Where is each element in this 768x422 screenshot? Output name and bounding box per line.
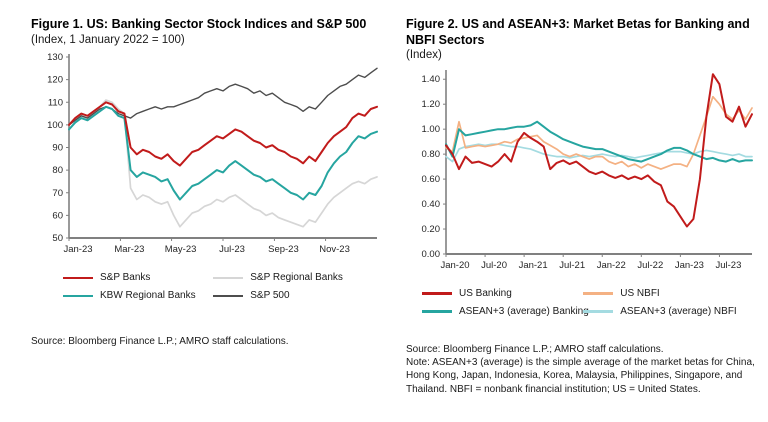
legend-swatch-asean-3-average-nbfi: [583, 310, 614, 313]
svg-text:60: 60: [52, 211, 63, 222]
figure2-legend: US Banking US NBFI ASEAN+3 (average) Banki…: [406, 288, 758, 317]
svg-text:110: 110: [48, 98, 63, 109]
legend-swatch-kbw-regional-banks: [63, 294, 93, 298]
figure2-line-chart: 0.00 0.20 0.40 0.60 0.80 1.00 1.20 1.40 Jan-20 Ju…: [406, 65, 758, 286]
legend-item-us-banking: US Banking: [422, 288, 583, 299]
figure2-subtitle: (Index): [406, 49, 442, 62]
series-line-s-p-banks: [68, 101, 378, 168]
legend-label-asean-3-average-banking: ASEAN+3 (average) Banking: [459, 306, 589, 318]
series-line-asean-3-average-banking: [445, 120, 753, 163]
legend-label-us-banking: US Banking: [459, 288, 512, 300]
y-axis: 50 60 70 80 90 100 110 120 130: [47, 52, 69, 244]
legend-label-s-p-regional-banks: S&P Regional Banks: [250, 272, 343, 284]
legend-item-us-nbfi: US NBFI: [583, 288, 758, 299]
series-line-kbw-regional-banks: [68, 106, 378, 201]
svg-text:90: 90: [52, 143, 63, 154]
svg-text:0.40: 0.40: [422, 199, 441, 210]
series-line-us-nbfi: [445, 95, 753, 170]
svg-text:Jan-21: Jan-21: [519, 260, 548, 271]
legend-item-s-p-regional-banks: S&P Regional Banks: [213, 272, 376, 283]
legend-item-asean-3-average-banking: ASEAN+3 (average) Banking: [422, 306, 589, 317]
svg-text:Jan-23: Jan-23: [675, 260, 704, 271]
svg-text:0.60: 0.60: [422, 174, 441, 185]
legend-swatch-us-nbfi: [583, 292, 614, 295]
axes: [68, 54, 377, 240]
svg-text:100: 100: [47, 120, 63, 131]
figure1-line-chart: 50 60 70 80 90 100 110 120 130 Jan-23 Mar-23 May-23…: [31, 49, 378, 270]
svg-text:Jul-23: Jul-23: [716, 260, 742, 271]
legend-item-s-p-banks: S&P Banks: [63, 272, 213, 283]
legend-label-s-p-banks: S&P Banks: [100, 272, 151, 284]
x-axis: Jan-20 Jul-20 Jan-21 Jul-21 Jan-22 Jul-22 Jan-…: [440, 254, 741, 271]
svg-text:120: 120: [47, 75, 63, 86]
svg-text:0.80: 0.80: [422, 149, 441, 160]
figure2-panel: Figure 2. US and ASEAN+3: Market Betas f…: [384, 0, 768, 422]
svg-text:Mar-23: Mar-23: [114, 244, 144, 255]
svg-text:1.00: 1.00: [422, 124, 441, 135]
legend-swatch-asean-3-average-banking: [422, 310, 452, 313]
legend-label-s-p-500: S&P 500: [250, 290, 290, 302]
legend-swatch-us-banking: [422, 292, 452, 295]
figure1-title: Figure 1. US: Banking Sector Stock Indic…: [31, 17, 367, 31]
svg-text:Jan-23: Jan-23: [63, 244, 92, 255]
figure2-source: Source: Bloomberg Finance L.P.; AMRO sta…: [406, 344, 664, 356]
svg-text:50: 50: [52, 233, 63, 244]
svg-text:1.20: 1.20: [422, 99, 441, 110]
legend-label-asean-3-average-nbfi: ASEAN+3 (average) NBFI: [620, 306, 737, 318]
figure2-title: Figure 2. US and ASEAN+3: Market Betas f…: [406, 17, 750, 47]
svg-text:0.20: 0.20: [422, 224, 441, 235]
legend-item-asean-3-average-nbfi: ASEAN+3 (average) NBFI: [583, 306, 758, 317]
legend-item-kbw-regional-banks: KBW Regional Banks: [63, 290, 213, 301]
svg-text:0.00: 0.00: [422, 249, 441, 260]
legend-label-us-nbfi: US NBFI: [620, 288, 660, 300]
figure2-note: Note: ASEAN+3 (average) is the simple av…: [406, 357, 755, 395]
svg-text:Jul-21: Jul-21: [559, 260, 585, 271]
figure1-source: Source: Bloomberg Finance L.P.; AMRO sta…: [31, 336, 289, 348]
figure1-panel: Figure 1. US: Banking Sector Stock Indic…: [31, 17, 378, 348]
svg-text:Jul-22: Jul-22: [637, 260, 663, 271]
series-line-us-banking: [445, 73, 753, 228]
svg-text:Nov-23: Nov-23: [319, 244, 350, 255]
legend-swatch-s-p-regional-banks: [213, 276, 244, 280]
svg-text:Jul-20: Jul-20: [481, 260, 507, 271]
y-axis: 0.00 0.20 0.40 0.60 0.80 1.00 1.20 1.40: [422, 74, 446, 260]
figure1-legend: S&P Banks S&P Regional Banks KBW Regional …: [31, 272, 376, 301]
svg-text:Jul-23: Jul-23: [219, 244, 245, 255]
svg-text:Sep-23: Sep-23: [268, 244, 299, 255]
legend-item-s-p-500: S&P 500: [213, 290, 376, 301]
legend-swatch-s-p-500: [213, 294, 244, 298]
figure1-subtitle: (Index, 1 January 2022 = 100): [31, 33, 185, 46]
svg-text:Jan-22: Jan-22: [597, 260, 626, 271]
series-line-s-p-500: [68, 68, 378, 127]
svg-text:Jan-20: Jan-20: [440, 260, 469, 271]
svg-text:70: 70: [52, 188, 63, 199]
svg-text:130: 130: [47, 52, 63, 63]
axes: [445, 70, 752, 256]
x-axis: Jan-23 Mar-23 May-23 Jul-23 Sep-23 Nov-23: [63, 238, 350, 255]
svg-text:80: 80: [52, 166, 63, 177]
svg-text:1.40: 1.40: [422, 74, 441, 85]
legend-label-kbw-regional-banks: KBW Regional Banks: [100, 290, 196, 302]
legend-swatch-s-p-banks: [63, 276, 93, 280]
series-line-s-p-regional-banks: [68, 99, 378, 228]
svg-text:May-23: May-23: [165, 244, 197, 255]
